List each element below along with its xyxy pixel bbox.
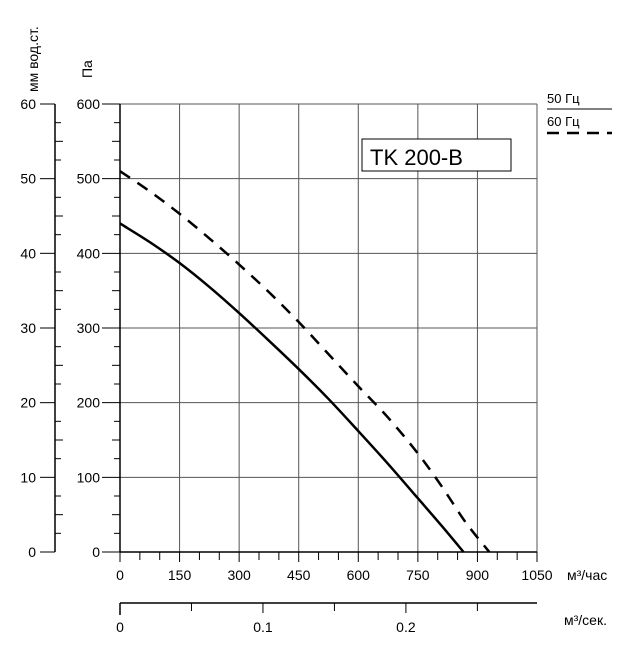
legend-label-50hz: 50 Гц (547, 91, 580, 106)
series-line-50hz (119, 222, 465, 553)
y-tick-label-mm: 60 (20, 96, 36, 112)
y-tick-label-pa: 400 (77, 245, 101, 261)
x-tick-label: 600 (347, 567, 371, 583)
legend-label-60hz: 60 Гц (547, 114, 580, 129)
chart-title: TK 200-B (370, 145, 463, 170)
y-tick-label-pa: 600 (77, 96, 101, 112)
x-secondary-tick-label: 0.2 (396, 619, 416, 635)
y-tick-label-mm: 20 (20, 395, 36, 411)
x-secondary-tick-label: 0.1 (253, 619, 273, 635)
x-tick-label: 300 (227, 567, 251, 583)
y-axis-pa-label: Па (79, 60, 95, 78)
ticks (40, 103, 538, 615)
series-line-60hz (119, 170, 491, 553)
y-tick-label-pa: 100 (77, 469, 101, 485)
y-tick-label-mm: 0 (28, 544, 36, 560)
y-tick-label-mm: 10 (20, 469, 36, 485)
x-tick-label: 0 (116, 567, 124, 583)
x-tick-label: 450 (287, 567, 311, 583)
x-axis-label: м³/час (567, 567, 607, 583)
y-tick-label-pa: 300 (77, 320, 101, 336)
x-tick-label: 150 (168, 567, 192, 583)
grid (120, 103, 538, 552)
title-box (361, 138, 512, 172)
x-axis-secondary-label: м³/сек. (564, 612, 607, 628)
series-lines (119, 170, 491, 553)
x-tick-label: 1050 (521, 567, 552, 583)
legend: 50 Гц 60 Гц (547, 91, 612, 135)
x-tick-label: 750 (406, 567, 430, 583)
y-tick-label-pa: 0 (92, 544, 100, 560)
y-tick-label-mm: 50 (20, 171, 36, 187)
y-tick-label-pa: 500 (77, 171, 101, 187)
y-axis-mm-label: мм вод.ст. (25, 26, 41, 92)
x-secondary-tick-label: 0 (116, 619, 124, 635)
y-tick-label-pa: 200 (77, 395, 101, 411)
y-tick-label-mm: 30 (20, 320, 36, 336)
x-tick-label: 900 (466, 567, 490, 583)
y-tick-label-mm: 40 (20, 245, 36, 261)
